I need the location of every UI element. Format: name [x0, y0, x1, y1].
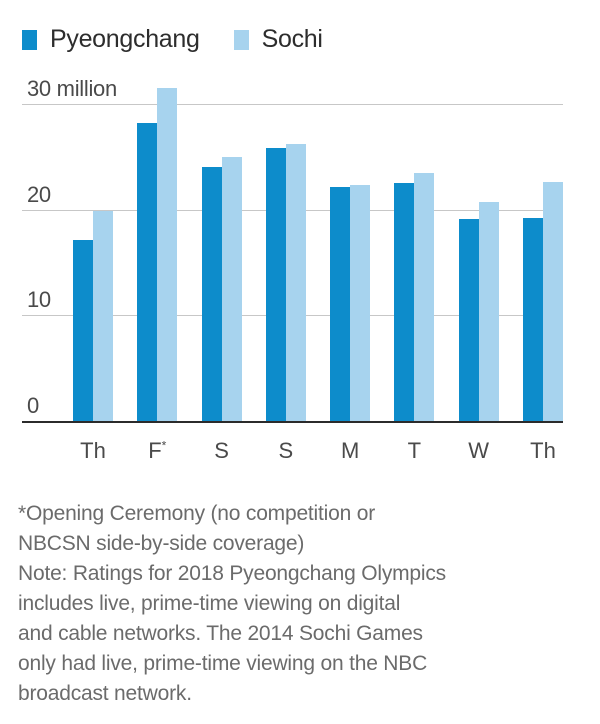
- bar-pyeongchang: [394, 183, 415, 422]
- footnote-line: *Opening Ceremony (no competition or: [18, 502, 375, 525]
- bar-sochi: [221, 156, 242, 422]
- bar-group: [201, 156, 242, 422]
- legend-item-pyeongchang: Pyeongchang: [22, 25, 200, 54]
- y-tick-label-10: 10: [27, 287, 51, 313]
- x-axis-label: Th: [530, 438, 556, 463]
- x-axis-label: S: [278, 438, 294, 463]
- bar-sochi: [157, 88, 178, 422]
- bar-sochi: [414, 172, 435, 422]
- x-axis-label: M: [340, 438, 360, 463]
- bar-sochi: [350, 185, 371, 422]
- x-axis-label: Th: [80, 438, 106, 463]
- footnote-line: only had live, prime-time viewing on the…: [18, 652, 428, 675]
- sochi-swatch-icon: [233, 29, 249, 50]
- footnote: *Opening Ceremony (no competition or NBCS…: [18, 499, 446, 709]
- legend-item-sochi: Sochi: [233, 25, 323, 54]
- plot-area: 0 10 20 30 million: [22, 76, 563, 423]
- bar-sochi: [478, 202, 499, 422]
- bar-pyeongchang: [330, 187, 351, 422]
- bar-sochi: [93, 210, 113, 422]
- bar-pyeongchang: [201, 167, 222, 422]
- legend-label-sochi: Sochi: [261, 25, 323, 53]
- y-tick-label-30: 30 million: [27, 76, 117, 101]
- bar-sochi: [542, 182, 563, 422]
- asterisk-marker: *: [161, 438, 167, 453]
- x-axis-label: S: [214, 438, 229, 463]
- pyeongchang-swatch-icon: [22, 29, 37, 50]
- x-axis-label: F*: [148, 438, 167, 463]
- bar-group: [73, 210, 113, 422]
- bar-pyeongchang: [265, 148, 286, 422]
- legend: Pyeongchang Sochi: [22, 25, 323, 54]
- footnote-line: Note: Ratings for 2018 Pyeongchang Olymp…: [18, 562, 446, 585]
- footnote-line: NBCSN side-by-side coverage): [18, 532, 305, 555]
- footnote-line: and cable networks. The 2014 Sochi Games: [18, 622, 423, 645]
- x-axis-labels: Th F* S S M T W Th: [73, 438, 563, 464]
- bar-group: [330, 185, 371, 422]
- legend-label-pyeongchang: Pyeongchang: [50, 25, 200, 53]
- y-tick-label-20: 20: [27, 181, 51, 207]
- bar-pyeongchang: [73, 240, 93, 422]
- x-axis-label: W: [468, 438, 490, 463]
- bar-group: [394, 172, 435, 422]
- bar-group: [137, 88, 178, 422]
- x-axis-label: T: [407, 438, 422, 463]
- bar-sochi: [285, 144, 306, 422]
- gridline-30: [22, 104, 563, 105]
- footnote-line: broadcast network.: [18, 682, 192, 705]
- bar-groups: [73, 82, 563, 422]
- bar-pyeongchang: [137, 122, 158, 422]
- bar-group: [458, 202, 499, 422]
- bar-group: [522, 182, 563, 422]
- y-tick-label-0: 0: [27, 393, 39, 418]
- bar-pyeongchang: [458, 219, 479, 422]
- footnote-line: includes live, prime-time viewing on dig…: [18, 592, 401, 615]
- bar-pyeongchang: [522, 218, 543, 422]
- bar-group: [265, 144, 306, 422]
- x-axis-line: [22, 421, 563, 423]
